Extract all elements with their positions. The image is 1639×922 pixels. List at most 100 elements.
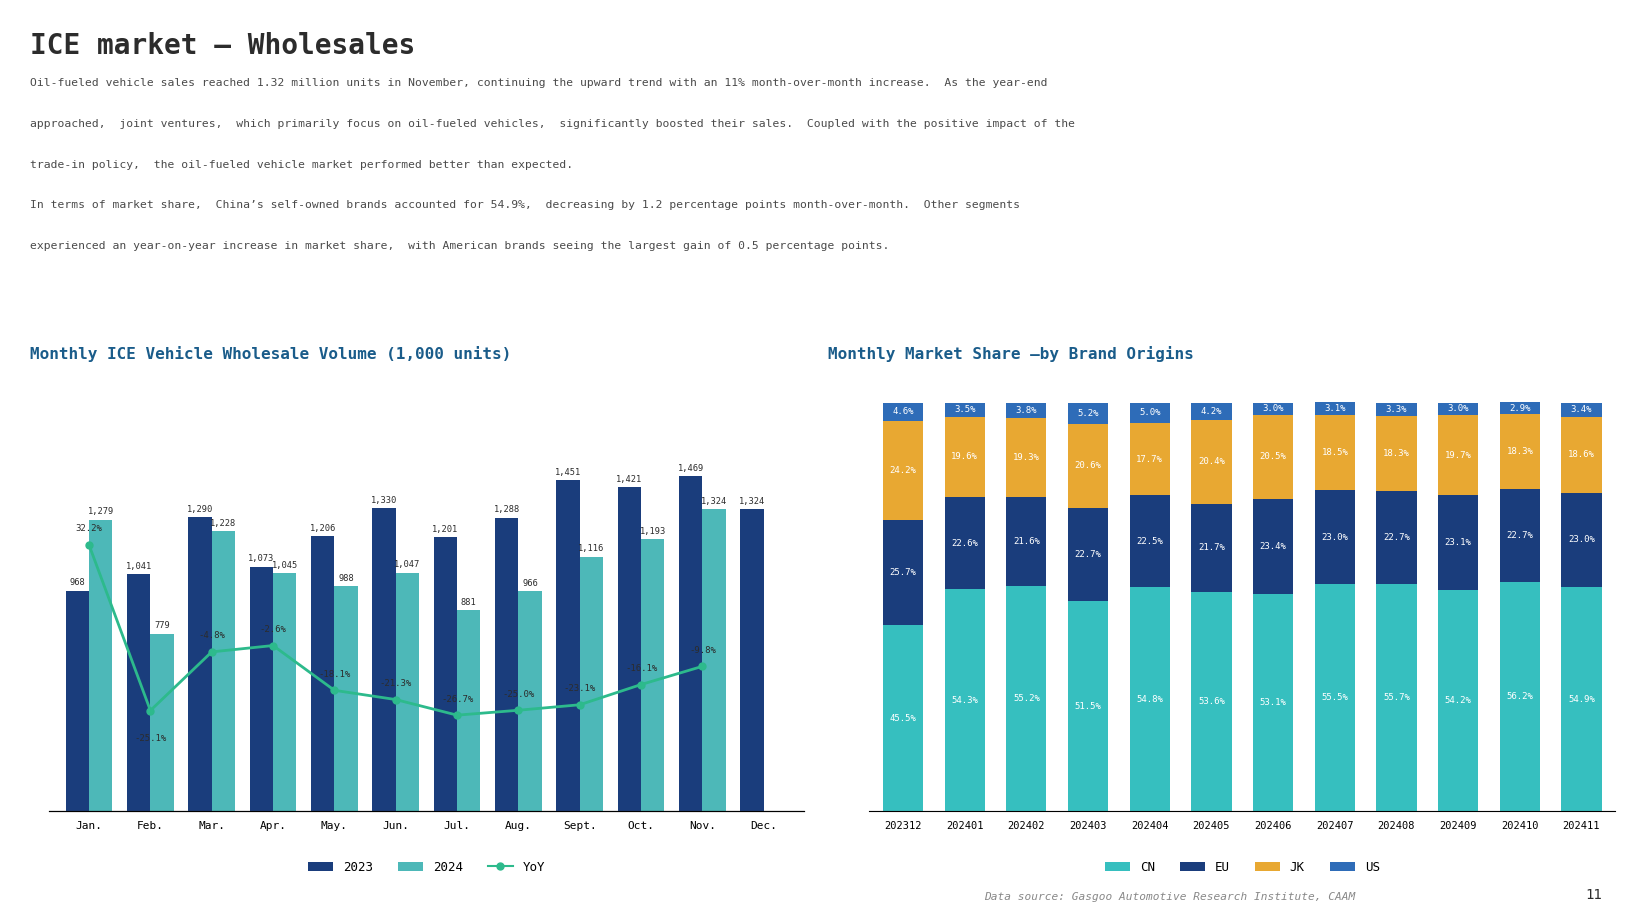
Bar: [1560, 493, 1601, 587]
Bar: [1314, 402, 1354, 415]
Bar: [739, 509, 764, 811]
Text: 23.0%: 23.0%: [1567, 536, 1595, 544]
Bar: [1375, 491, 1416, 584]
Text: -25.0%: -25.0%: [502, 690, 534, 699]
Bar: [495, 517, 518, 811]
Text: 54.3%: 54.3%: [951, 696, 977, 704]
Bar: [395, 573, 420, 811]
Text: 18.6%: 18.6%: [1567, 450, 1595, 459]
Text: 1,045: 1,045: [272, 561, 298, 570]
Text: 988: 988: [338, 573, 354, 583]
Bar: [1129, 403, 1169, 423]
Text: 18.3%: 18.3%: [1506, 447, 1532, 455]
Text: 20.4%: 20.4%: [1198, 457, 1224, 467]
Text: 17.7%: 17.7%: [1136, 455, 1162, 464]
Text: 2.9%: 2.9%: [1508, 404, 1529, 412]
Text: 5.0%: 5.0%: [1139, 408, 1160, 418]
Text: experienced an year-on-year increase in market share,  with American brands seei: experienced an year-on-year increase in …: [30, 241, 888, 251]
Bar: [1067, 424, 1108, 508]
Bar: [1252, 499, 1293, 595]
Text: 1,279: 1,279: [87, 507, 113, 516]
Text: 1,116: 1,116: [579, 544, 605, 553]
Bar: [1006, 419, 1046, 497]
Text: 18.3%: 18.3%: [1382, 449, 1410, 458]
Bar: [334, 586, 357, 811]
Text: 1,047: 1,047: [393, 561, 420, 569]
Text: 1,201: 1,201: [433, 525, 459, 534]
Bar: [311, 537, 334, 811]
Text: Monthly ICE Vehicle Wholesale Volume (1,000 units): Monthly ICE Vehicle Wholesale Volume (1,…: [30, 346, 510, 361]
Bar: [944, 589, 985, 811]
Bar: [1314, 585, 1354, 811]
Text: Data source: Gasgoo Automotive Research Institute, CAAM: Data source: Gasgoo Automotive Research …: [983, 892, 1354, 902]
Text: 881: 881: [461, 598, 477, 607]
Bar: [1375, 584, 1416, 811]
Text: 3.5%: 3.5%: [954, 405, 975, 414]
Text: 1,206: 1,206: [310, 524, 336, 533]
Bar: [188, 517, 211, 811]
Text: 19.6%: 19.6%: [951, 453, 977, 461]
Text: 23.1%: 23.1%: [1444, 538, 1470, 547]
Bar: [1252, 403, 1293, 415]
Bar: [1067, 601, 1108, 811]
Bar: [1437, 415, 1477, 495]
Bar: [518, 591, 541, 811]
Bar: [1498, 414, 1539, 489]
Text: 20.5%: 20.5%: [1259, 452, 1285, 461]
Text: 3.3%: 3.3%: [1385, 405, 1406, 414]
Bar: [1190, 420, 1231, 503]
Text: 53.6%: 53.6%: [1198, 697, 1224, 706]
Text: 54.2%: 54.2%: [1444, 696, 1470, 705]
Bar: [1129, 495, 1169, 587]
Text: -4.8%: -4.8%: [198, 632, 225, 641]
Legend: CN, EU, JK, US: CN, EU, JK, US: [1100, 856, 1383, 879]
Bar: [1560, 417, 1601, 493]
Bar: [1190, 403, 1231, 420]
Text: 22.7%: 22.7%: [1506, 531, 1532, 539]
Bar: [944, 497, 985, 589]
Bar: [1129, 587, 1169, 811]
Bar: [944, 403, 985, 417]
Bar: [1375, 416, 1416, 491]
Text: 1,073: 1,073: [247, 554, 274, 563]
Text: 1,469: 1,469: [677, 464, 703, 473]
Bar: [679, 477, 701, 811]
Text: trade-in policy,  the oil-fueled vehicle market performed better than expected.: trade-in policy, the oil-fueled vehicle …: [30, 160, 572, 170]
Text: approached,  joint ventures,  which primarily focus on oil-fueled vehicles,  sig: approached, joint ventures, which primar…: [30, 119, 1074, 129]
Text: 3.0%: 3.0%: [1262, 404, 1283, 413]
Text: -2.6%: -2.6%: [259, 625, 287, 634]
Text: 25.7%: 25.7%: [888, 568, 916, 577]
Text: 1,330: 1,330: [370, 496, 397, 504]
Text: 56.2%: 56.2%: [1506, 692, 1532, 701]
Text: 21.7%: 21.7%: [1198, 543, 1224, 552]
Text: -26.7%: -26.7%: [441, 694, 474, 703]
Text: 22.7%: 22.7%: [1382, 533, 1410, 542]
Bar: [1129, 423, 1169, 495]
Bar: [1252, 415, 1293, 499]
Bar: [1006, 497, 1046, 585]
Bar: [372, 508, 395, 811]
Bar: [1067, 508, 1108, 601]
Bar: [151, 633, 174, 811]
Text: 1,451: 1,451: [554, 468, 580, 477]
Text: -21.3%: -21.3%: [379, 679, 411, 688]
Text: 4.2%: 4.2%: [1200, 407, 1221, 416]
Bar: [1560, 403, 1601, 417]
Bar: [1437, 403, 1477, 415]
Text: 779: 779: [154, 621, 170, 631]
Bar: [579, 557, 603, 811]
Text: ICE market – Wholesales: ICE market – Wholesales: [30, 32, 415, 60]
Bar: [1252, 595, 1293, 811]
Text: -18.1%: -18.1%: [318, 669, 351, 679]
Text: 3.1%: 3.1%: [1323, 404, 1344, 413]
Text: 19.7%: 19.7%: [1444, 451, 1470, 459]
Bar: [457, 610, 480, 811]
Text: 3.8%: 3.8%: [1015, 407, 1036, 415]
Bar: [211, 531, 234, 811]
Bar: [882, 421, 923, 520]
Bar: [1006, 585, 1046, 811]
Text: 3.0%: 3.0%: [1447, 404, 1469, 413]
Text: 4.6%: 4.6%: [892, 408, 913, 417]
Bar: [701, 509, 726, 811]
Text: 5.2%: 5.2%: [1077, 408, 1098, 418]
